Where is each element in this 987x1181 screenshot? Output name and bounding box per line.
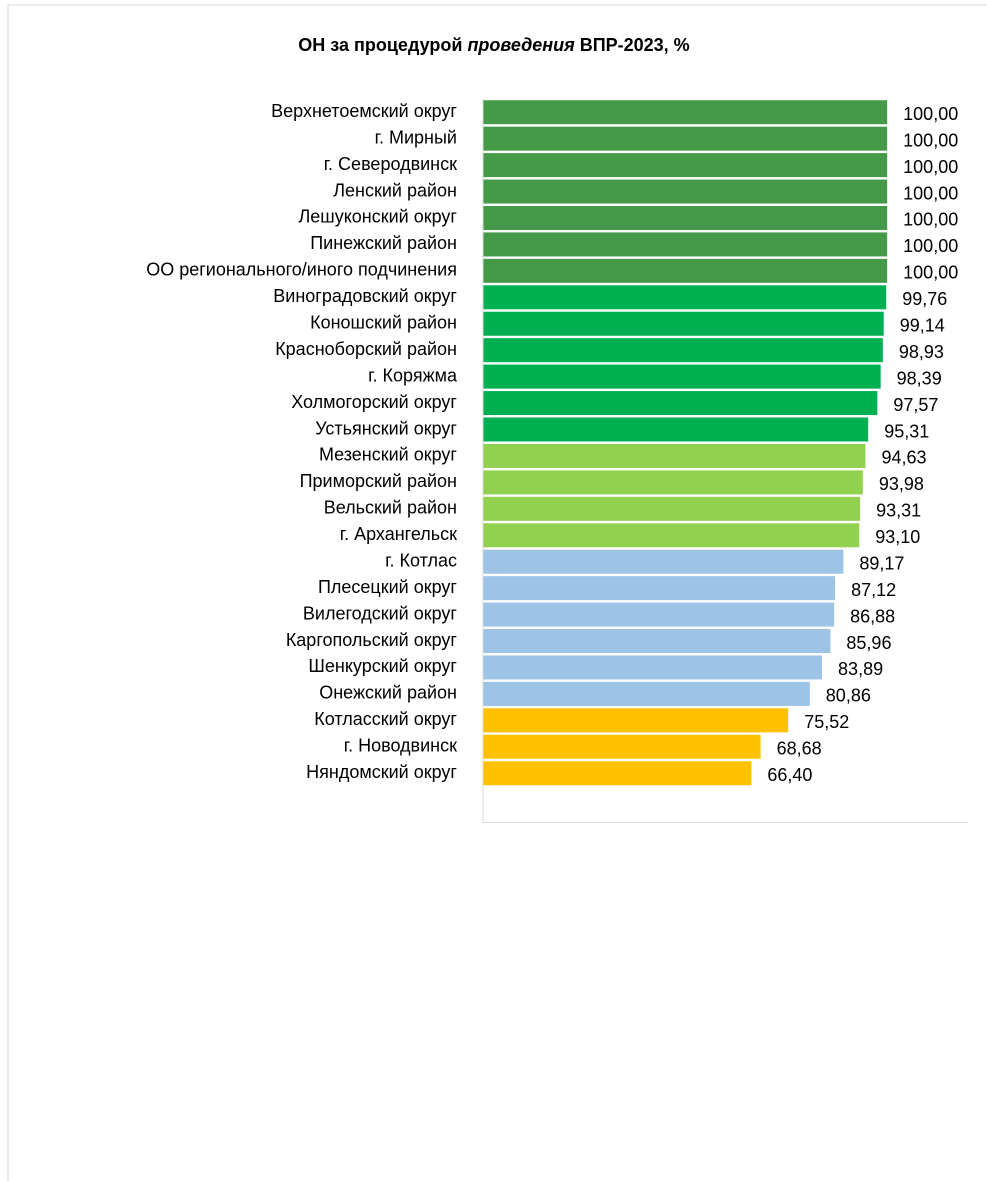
category-label: ОО регионального/иного подчинения [146,260,457,280]
bar [483,602,835,627]
category-label: Каргопольский округ [286,630,458,650]
value-label: 99,76 [902,289,947,309]
value-label: 98,93 [899,342,944,362]
category-label: Красноборский район [275,339,457,359]
value-label: 100,00 [903,157,958,177]
value-label: 93,98 [879,474,924,494]
category-label: г. Мирный [375,127,457,147]
category-label: Котласский округ [314,709,457,729]
bar [483,576,836,601]
value-label: 66,40 [767,765,812,785]
category-label: Вилегодский округ [303,603,458,623]
bar [483,364,881,389]
bar [483,126,888,151]
bar [483,629,831,654]
bar [483,470,863,495]
bar [483,496,861,521]
value-label: 100,00 [903,183,958,203]
bar [483,655,823,680]
category-label: Коношский район [310,312,457,332]
value-label: 99,14 [900,315,945,335]
category-label: Приморский район [300,471,457,491]
bar [483,681,810,706]
category-label: Пинежский район [310,233,457,253]
value-label: 100,00 [903,130,958,150]
bar [483,549,844,574]
value-label: 93,10 [875,527,920,547]
bar [483,338,883,363]
bar [483,311,884,336]
category-label: Онежский район [319,683,457,703]
category-label: г. Новодвинск [344,736,457,756]
value-label: 100,00 [903,210,958,230]
bar [483,417,869,442]
category-label: Шенкурский округ [308,656,457,676]
value-label: 100,00 [903,263,958,283]
category-label: Вельский район [324,498,457,518]
bar [483,258,888,283]
bar [483,232,888,257]
category-label: г. Архангельск [340,524,457,544]
category-label: Виноградовский округ [273,286,457,306]
bar [483,100,888,125]
bar [483,523,860,548]
value-label: 100,00 [903,236,958,256]
category-label: Мезенский округ [319,445,457,465]
value-label: 95,31 [884,421,929,441]
bar [483,391,878,416]
value-label: 85,96 [846,633,891,653]
value-label: 93,31 [876,501,921,521]
value-label: 86,88 [850,606,895,626]
bar [483,734,761,759]
value-label: 68,68 [777,739,822,759]
category-label: Холмогорский округ [291,392,457,412]
category-label: г. Котлас [385,550,457,570]
bar [483,708,789,733]
value-label: 80,86 [826,686,871,706]
value-label: 75,52 [804,712,849,732]
bar [483,761,752,786]
title-part: ВПР-2023, % [580,35,690,55]
category-label: Плесецкий округ [318,577,457,597]
category-label: г. Коряжма [368,365,458,385]
title-part: проведения [467,35,575,55]
value-label: 100,00 [903,104,958,124]
value-label: 87,12 [851,580,896,600]
category-label: Ленский район [333,180,457,200]
value-label: 83,89 [838,659,883,679]
category-label: Няндомский округ [306,762,457,782]
category-label: г. Северодвинск [324,154,457,174]
bar [483,443,866,468]
bar [483,205,888,230]
bar [483,285,887,310]
bar [483,153,888,178]
value-label: 89,17 [859,553,904,573]
category-label: Лешуконский округ [298,207,457,227]
title-part: ОН за процедурой [298,35,462,55]
category-label: Устьянский округ [315,418,457,438]
value-label: 98,39 [897,368,942,388]
bar [483,179,888,204]
chart-title: ОН за процедурой проведения ВПР-2023, % [298,35,689,55]
value-label: 97,57 [893,395,938,415]
category-label: Верхнетоемский округ [271,101,457,121]
value-label: 94,63 [881,448,926,468]
